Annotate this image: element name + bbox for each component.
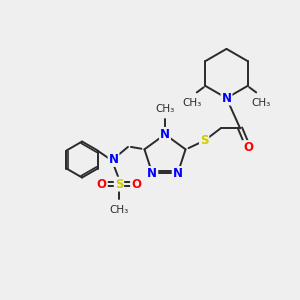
- Text: CH₃: CH₃: [109, 205, 129, 214]
- Text: S: S: [115, 178, 123, 190]
- Text: N: N: [147, 167, 157, 180]
- Text: CH₃: CH₃: [251, 98, 270, 108]
- Text: O: O: [131, 178, 141, 190]
- Text: CH₃: CH₃: [155, 104, 175, 114]
- Text: S: S: [200, 134, 208, 147]
- Text: N: N: [221, 92, 232, 105]
- Text: CH₃: CH₃: [183, 98, 202, 108]
- Text: N: N: [160, 128, 170, 141]
- Text: N: N: [109, 153, 118, 166]
- Text: O: O: [97, 178, 107, 190]
- Text: O: O: [243, 141, 253, 154]
- Text: N: N: [173, 167, 183, 180]
